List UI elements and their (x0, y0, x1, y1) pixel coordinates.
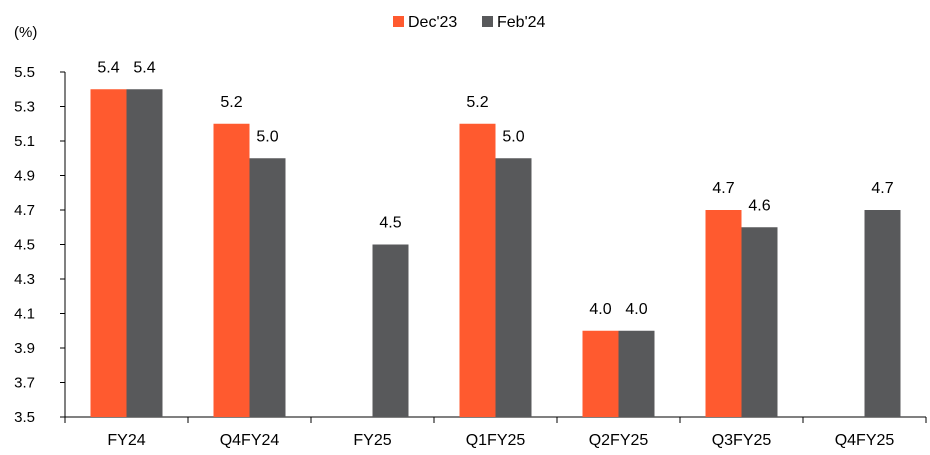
data-label: 4.5 (379, 215, 401, 232)
data-label: 5.4 (133, 59, 155, 76)
legend: Dec'23 Feb'24 (393, 14, 546, 31)
data-label: 5.0 (502, 128, 524, 145)
data-label: 5.2 (220, 94, 242, 111)
data-label: 4.7 (871, 180, 893, 197)
data-label: 5.0 (256, 128, 278, 145)
y-tick-label: 5.3 (14, 99, 35, 116)
x-category-label: Q4FY25 (835, 432, 895, 449)
data-label: 5.2 (466, 94, 488, 111)
x-axis: FY24 Q4FY24 FY25 Q1FY25 Q2FY25 Q3FY25 Q4FY25 (64, 416, 927, 449)
x-category-label: FY24 (107, 432, 145, 449)
bar-dec23 (705, 210, 742, 417)
bar-feb24 (618, 330, 655, 417)
y-tick-label: 3.5 (14, 409, 35, 426)
data-label: 4.0 (589, 301, 611, 318)
bar-feb24 (126, 89, 163, 417)
y-axis-unit-label: (%) (14, 24, 37, 41)
bar-dec23 (459, 123, 496, 417)
bars (90, 89, 901, 417)
y-tick-label: 5.1 (14, 133, 35, 150)
bar-feb24 (495, 158, 532, 417)
bar-feb24 (741, 227, 778, 417)
data-label: 5.4 (97, 59, 119, 76)
legend-label: Feb'24 (497, 14, 546, 31)
x-category-label: Q2FY25 (589, 432, 649, 449)
data-label: 4.0 (625, 301, 647, 318)
y-axis: 3.5 3.7 3.9 4.1 4.3 4.5 4.7 4.9 5.1 5.3 5.5 (14, 64, 66, 426)
x-category-label: FY25 (353, 432, 391, 449)
legend-label: Dec'23 (408, 14, 457, 31)
bar-feb24 (864, 210, 901, 417)
data-label: 4.6 (748, 197, 770, 214)
y-tick-label: 5.5 (14, 64, 35, 81)
x-category-label: Q3FY25 (712, 432, 772, 449)
y-tick-label: 4.7 (14, 202, 35, 219)
data-labels: 5.4 5.2 5.2 4.0 4.7 5.4 5.0 4.5 5.0 4.0 4.6 4.7 (97, 59, 893, 318)
y-tick-label: 4.5 (14, 237, 35, 254)
data-label: 4.7 (712, 180, 734, 197)
legend-swatch (393, 16, 404, 27)
bar-dec23 (90, 89, 127, 417)
x-category-label: Q1FY25 (466, 432, 526, 449)
bar-dec23 (582, 330, 619, 417)
legend-swatch (482, 16, 493, 27)
y-tick-label: 4.1 (14, 306, 35, 323)
bar-feb24 (372, 244, 409, 417)
x-category-label: Q4FY24 (220, 432, 280, 449)
y-tick-label: 3.9 (14, 340, 35, 357)
y-tick-label: 4.9 (14, 168, 35, 185)
bar-feb24 (249, 158, 286, 417)
y-tick-label: 3.7 (14, 375, 35, 392)
bar-dec23 (213, 123, 250, 417)
y-tick-label: 4.3 (14, 271, 35, 288)
